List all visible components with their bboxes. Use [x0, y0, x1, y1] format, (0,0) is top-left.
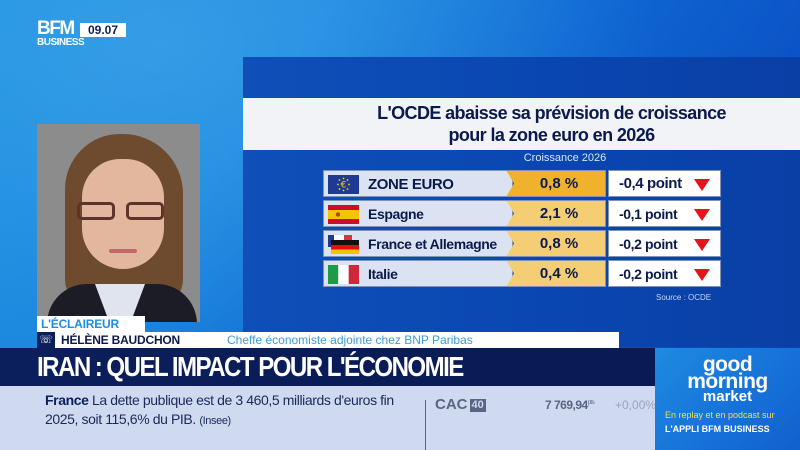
- guest-role: Cheffe économiste adjointe chez BNP Pari…: [227, 333, 473, 347]
- eu-flag-icon: €: [328, 175, 359, 194]
- down-arrow-icon: [694, 269, 710, 281]
- revision-value: -0,2 point: [619, 236, 678, 252]
- revision-value: -0,1 point: [619, 206, 678, 222]
- table-row: Italie 0,4 % -0,2 point: [323, 259, 721, 289]
- row-label-cell: Italie: [323, 260, 513, 287]
- revision-value: -0,2 point: [619, 266, 678, 282]
- segment-label: L'ÉCLAIREUR: [37, 316, 145, 332]
- ticker-text: La dette publique est de 3 460,5 milliar…: [45, 392, 394, 427]
- svg-text:€: €: [341, 181, 347, 191]
- ticker-source: (Insee): [199, 415, 231, 427]
- guest-photo: [37, 124, 200, 322]
- down-arrow-icon: [694, 179, 710, 191]
- headline-bar: IRAN : QUEL IMPACT POUR L'ÉCONOMIE FRANÇ…: [0, 348, 655, 414]
- growth-table: € ZONE EURO 0,8 % -0,4 point Espagne 2,1…: [323, 169, 721, 289]
- infographic-title: L'OCDE abaisse sa prévision de croissanc…: [243, 98, 800, 150]
- time-display: 09.07: [80, 23, 126, 37]
- index-change: +0,00%: [615, 398, 657, 412]
- row-label: France et Allemagne: [368, 236, 497, 252]
- guest-name: HÉLÈNE BAUDCHON: [61, 333, 181, 347]
- down-arrow-icon: [694, 209, 710, 221]
- revision-value: -0,4 point: [619, 175, 682, 192]
- title-line-2: pour la zone euro en 2026: [448, 125, 655, 145]
- row-label: ZONE EURO: [368, 176, 454, 193]
- ticker-country: France: [45, 392, 89, 408]
- growth-value: 2,1 %: [506, 200, 606, 227]
- growth-value: 0,8 %: [506, 170, 606, 197]
- revision-cell: -0,2 point: [608, 230, 721, 257]
- row-label: Espagne: [368, 206, 424, 222]
- column-header: Croissance 2026: [523, 152, 607, 164]
- row-label: Italie: [368, 266, 398, 282]
- table-row: Espagne 2,1 % -0,1 point: [323, 199, 721, 229]
- table-row: € ZONE EURO 0,8 % -0,4 point: [323, 169, 721, 199]
- source-label: Source : OCDE: [656, 293, 712, 302]
- revision-cell: -0,1 point: [608, 200, 721, 227]
- show-logo: good morning market: [687, 353, 768, 405]
- photo-mouth: [109, 249, 137, 253]
- revision-cell: -0,2 point: [608, 260, 721, 287]
- france-germany-flag-icon: [328, 235, 359, 254]
- news-ticker: France La dette publique est de 3 460,5 …: [0, 386, 657, 450]
- market-quote: CAC 40 7 769,94pts +0,00%: [435, 396, 657, 416]
- index-value: 7 769,94pts: [545, 398, 595, 412]
- logo-business: BUSINESS: [37, 37, 85, 48]
- spain-flag-icon: [328, 205, 359, 224]
- index-number: 40: [469, 399, 486, 412]
- title-line-1: L'OCDE abaisse sa prévision de croissanc…: [377, 103, 726, 123]
- promo-replay-text: En replay et en podcast sur: [665, 410, 775, 420]
- photo-glasses: [77, 202, 167, 222]
- ticker-divider: [425, 400, 426, 450]
- logo-bfm: BFM: [37, 18, 75, 39]
- row-label-cell: € ZONE EURO: [323, 170, 513, 197]
- guest-name-bar: ☏ HÉLÈNE BAUDCHON Cheffe économiste adjo…: [37, 332, 619, 348]
- growth-value: 0,8 %: [506, 230, 606, 257]
- phone-icon: ☏: [37, 332, 55, 348]
- index-name: CAC 40: [435, 396, 486, 413]
- revision-cell: -0,4 point: [608, 170, 721, 197]
- italy-flag-icon: [328, 265, 359, 284]
- growth-value: 0,4 %: [506, 260, 606, 287]
- channel-logo: BFM BUSINESS: [37, 18, 85, 48]
- promo-good-morning-market: good morning market En replay et en podc…: [655, 348, 800, 450]
- row-label-cell: Espagne: [323, 200, 513, 227]
- promo-app-text: L'APPLI BFM BUSINESS: [665, 424, 770, 434]
- down-arrow-icon: [694, 239, 710, 251]
- table-row: France et Allemagne 0,8 % -0,2 point: [323, 229, 721, 259]
- row-label-cell: France et Allemagne: [323, 230, 513, 257]
- ticker-news: France La dette publique est de 3 460,5 …: [45, 391, 425, 431]
